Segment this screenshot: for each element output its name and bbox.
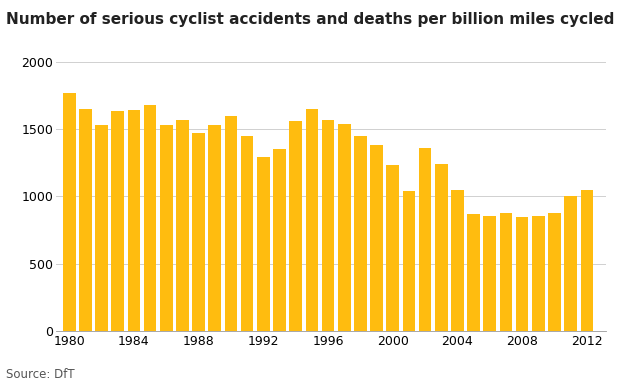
Bar — [370, 145, 383, 331]
Bar — [127, 110, 140, 331]
Bar — [273, 149, 286, 331]
Bar — [468, 214, 480, 331]
Text: Number of serious cyclist accidents and deaths per billion miles cycled: Number of serious cyclist accidents and … — [6, 12, 614, 27]
Bar — [386, 166, 399, 331]
Bar — [484, 216, 496, 331]
Bar — [111, 112, 124, 331]
Bar — [306, 109, 318, 331]
Bar — [499, 213, 512, 331]
Bar — [209, 125, 221, 331]
Bar — [95, 125, 108, 331]
Bar — [176, 119, 189, 331]
Bar — [532, 216, 544, 331]
Bar — [322, 119, 334, 331]
Bar — [257, 157, 269, 331]
Bar — [160, 125, 172, 331]
Bar — [419, 148, 431, 331]
Bar — [224, 116, 238, 331]
Bar — [435, 164, 447, 331]
Bar — [144, 105, 156, 331]
Bar — [338, 124, 351, 331]
Bar — [516, 216, 529, 331]
Bar — [79, 109, 92, 331]
Text: Source: DfT: Source: DfT — [6, 368, 75, 381]
Bar — [564, 196, 577, 331]
Bar — [192, 133, 205, 331]
Bar — [581, 189, 593, 331]
Bar — [289, 121, 302, 331]
Bar — [63, 92, 76, 331]
Bar — [241, 136, 254, 331]
Bar — [354, 136, 367, 331]
Bar — [451, 189, 464, 331]
Bar — [402, 191, 415, 331]
Bar — [548, 213, 561, 331]
